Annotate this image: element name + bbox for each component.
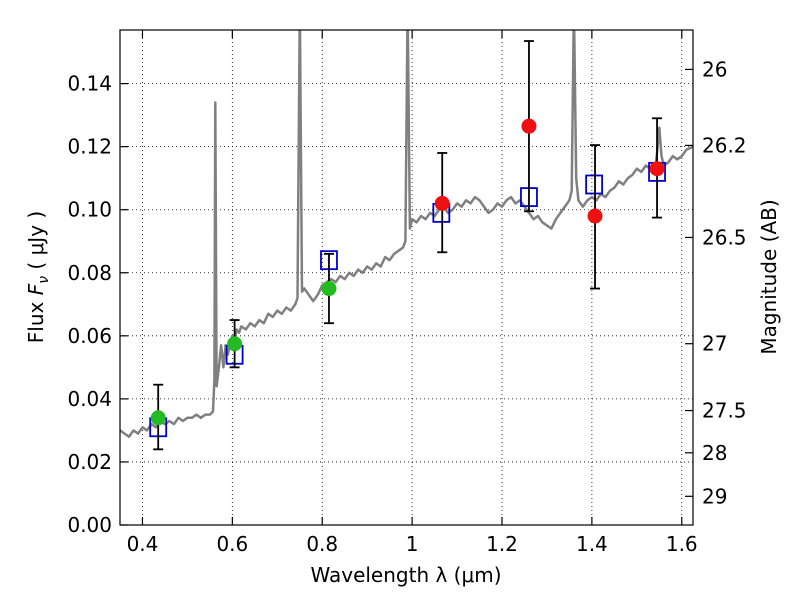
y-axis-label-symbol: F: [24, 283, 48, 295]
y-axis-label-unit: ( μJy ): [24, 211, 48, 276]
magnitude-tick-label: 29: [702, 484, 727, 508]
infrared-flux-point: [649, 161, 665, 177]
y-tick-label: 0.02: [67, 450, 112, 474]
axes: 0.4 0.6 0.8 1 1.2 1.4 1.6 0.00 0.02 0.04 0.06 0.08 0…: [67, 30, 747, 556]
magnitude-tick-label: 27.5: [702, 399, 747, 423]
optical-flux-point: [227, 336, 243, 352]
y-tick-label: 0.06: [67, 324, 112, 348]
x-tick-label: 1.2: [486, 532, 518, 556]
y-tick-label: 0.04: [67, 387, 112, 411]
y-axis-label: Flux Fν ( μJy ): [24, 211, 52, 343]
y-tick-label: 0.14: [67, 72, 112, 96]
infrared-flux-point: [587, 208, 603, 224]
infrared-flux-point: [521, 118, 537, 134]
x-tick-label: 1.4: [576, 532, 608, 556]
x-axis-label: Wavelength λ (μm): [310, 563, 501, 587]
model-spectrum-line: [120, 30, 693, 438]
grid: [120, 30, 693, 526]
x-tick-label: 1: [406, 532, 419, 556]
magnitude-tick-label: 27: [702, 332, 727, 356]
right-axis-label: Magnitude (AB): [757, 199, 781, 354]
infrared-flux-point: [434, 195, 450, 211]
x-tick-label: 0.8: [306, 532, 338, 556]
x-tick-label: 0.4: [127, 532, 159, 556]
magnitude-tick-label: 26.2: [702, 133, 747, 157]
magnitude-tick-label: 26.5: [702, 225, 747, 249]
y-axis-label-subscript: ν: [36, 276, 52, 284]
y-tick-label: 0.00: [67, 513, 112, 537]
error-layer: [150, 40, 665, 451]
x-tick-label: 0.6: [216, 532, 248, 556]
y-tick-label: 0.08: [67, 261, 112, 285]
optical-flux-point: [321, 281, 337, 297]
y-axis-label-text: Flux: [24, 295, 48, 343]
plot-frame: [119, 29, 694, 526]
magnitude-tick-label: 28: [702, 441, 727, 465]
optical-flux-point: [150, 410, 166, 426]
y-tick-label: 0.10: [67, 198, 112, 222]
y-tick-label: 0.12: [67, 135, 112, 159]
magnitude-tick-label: 26: [702, 57, 727, 81]
x-tick-label: 1.6: [666, 532, 698, 556]
